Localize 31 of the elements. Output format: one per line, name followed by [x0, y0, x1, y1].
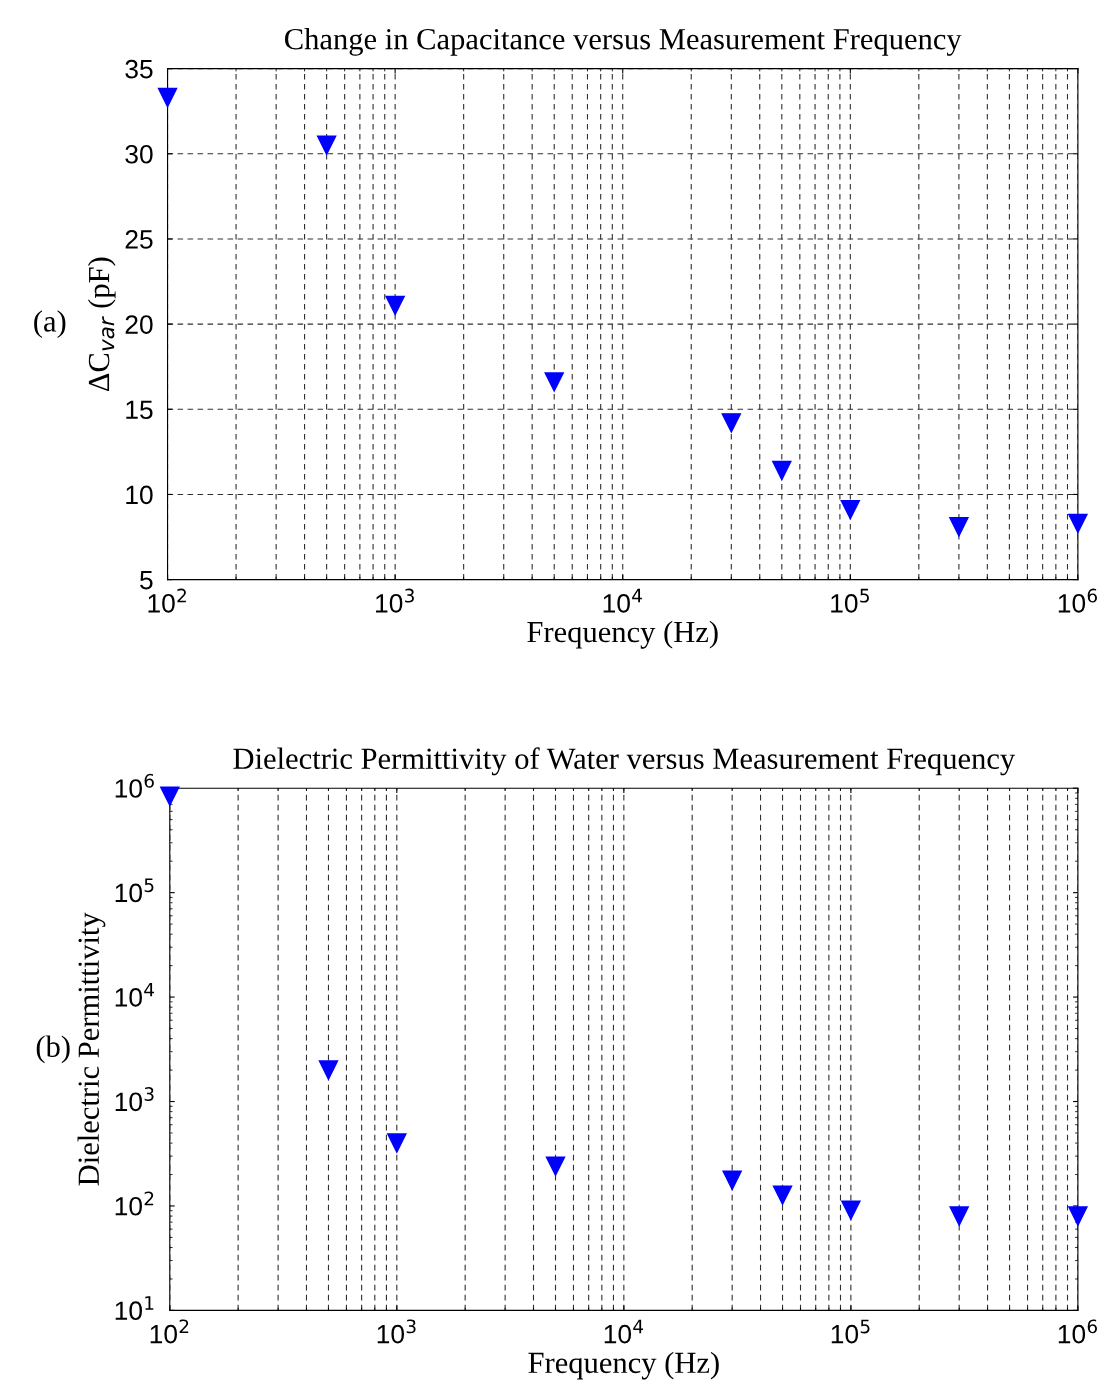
x-tick-label: 10$^{4}$	[604, 1319, 644, 1344]
y-tick-label: 25	[125, 230, 153, 249]
y-tick-label: 35	[125, 59, 153, 79]
x-tick-label: 10$^{5}$	[831, 1319, 870, 1344]
y-tick-label: 20	[125, 315, 153, 334]
x-tick-label: 10$^{6}$	[1058, 1319, 1097, 1344]
text: (a)	[34, 310, 66, 338]
x-tick-label: 10$^{2}$	[150, 1319, 189, 1344]
y-tick-label: 10$^{3}$	[115, 1087, 154, 1112]
chart-title: Dielectric Permittivity of Water versus Measurement Frequency	[233, 747, 1016, 776]
y-tick-label: 10$^{6}$	[115, 773, 154, 798]
y-tick-label: 15	[126, 400, 153, 420]
text: (b)	[36, 1035, 70, 1064]
x-tick-label: 10$^{3}$	[376, 588, 414, 613]
x-tick-label: 10$^{3}$	[377, 1319, 416, 1344]
y-tick-label: 5	[140, 571, 153, 590]
y-axis-title: Dielectric Permittivity	[77, 912, 106, 1186]
x-tick-label: 10$^{5}$	[831, 588, 869, 613]
chart-title: Change in Capacitance versus Measurement Frequency	[285, 27, 962, 56]
y-tick-label: 10$^{1}$	[115, 1296, 154, 1321]
y-axis-title: ΔC$_{var}$ (pF)	[87, 257, 116, 392]
y-tick-label: 30	[125, 144, 153, 164]
x-axis-title: Frequency (Hz)	[528, 1351, 719, 1380]
y-tick-label: 10$^{4}$	[115, 982, 154, 1007]
x-tick-label: 10$^{4}$	[603, 588, 642, 613]
y-tick-label: 10$^{5}$	[115, 878, 154, 903]
x-tick-label: 10$^{2}$	[148, 588, 186, 613]
y-tick-label: 10$^{2}$	[115, 1191, 154, 1216]
x-axis-title: Frequency (Hz)	[527, 620, 718, 649]
x-tick-label: 10$^{6}$	[1058, 588, 1097, 613]
y-tick-label: 10	[126, 485, 153, 505]
